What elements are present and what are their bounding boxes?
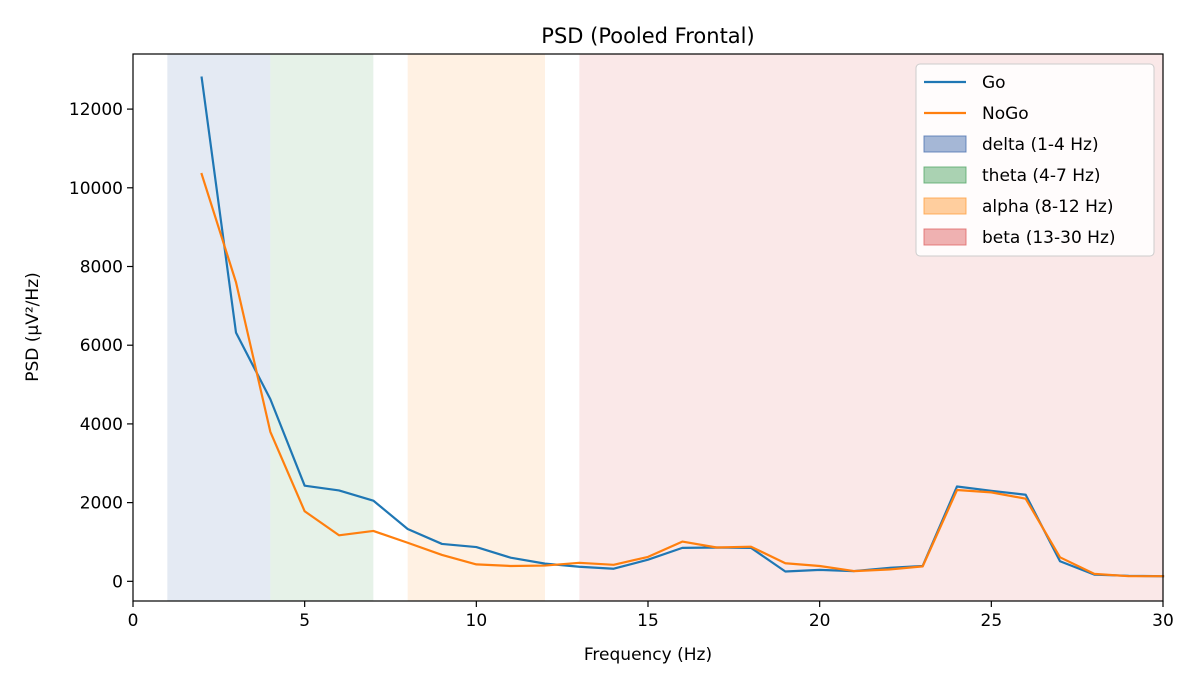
- x-axis-label: Frequency (Hz): [584, 645, 712, 665]
- legend-swatch-band-1: [923, 166, 967, 184]
- x-tick-label-1: 5: [299, 611, 310, 631]
- legend-label-band-2: alpha (8-12 Hz): [982, 197, 1113, 217]
- legend-box: [915, 63, 1155, 257]
- band-1: [270, 54, 374, 601]
- legend-swatch-band-0: [923, 135, 967, 153]
- y-tick-label-6: 12000: [69, 100, 123, 120]
- x-tick-label-4: 20: [809, 611, 831, 631]
- y-tick-label-3: 6000: [80, 336, 123, 356]
- x-tick-label-0: 0: [128, 611, 139, 631]
- ticks-layer: 0 5 10 15 20 25 30 0 2000 4000 6000 8000 10000 12000: [69, 100, 1174, 631]
- legend-label-band-1: theta (4-7 Hz): [982, 166, 1101, 186]
- x-tick-label-6: 30: [1152, 611, 1174, 631]
- band-2: [407, 54, 545, 601]
- y-tick-label-5: 10000: [69, 179, 123, 199]
- legend-swatch-band-2: [923, 197, 967, 215]
- series-line-go: [200, 76, 1165, 578]
- series-line-nogo: [200, 172, 1165, 578]
- chart-title: PSD (Pooled Frontal): [541, 24, 754, 48]
- legend-label-band-3: beta (13-30 Hz): [982, 228, 1116, 248]
- y-tick-label-0: 0: [112, 572, 123, 592]
- y-tick-label-4: 8000: [80, 258, 123, 278]
- y-tick-label-2: 4000: [80, 415, 123, 435]
- series-lines-layer: [200, 76, 1165, 578]
- y-axis-label: PSD (µV²/Hz): [23, 272, 43, 382]
- legend-label-nogo: NoGo: [982, 104, 1029, 124]
- legend-swatch-band-3: [923, 228, 967, 246]
- legend: Go NoGo delta (1-4 Hz) theta (4-7 Hz) alpha …: [915, 63, 1155, 257]
- y-tick-label-1: 2000: [80, 494, 123, 514]
- legend-label-band-0: delta (1-4 Hz): [982, 135, 1099, 155]
- x-tick-label-5: 25: [981, 611, 1003, 631]
- legend-label-go: Go: [982, 73, 1006, 93]
- x-tick-label-3: 15: [637, 611, 659, 631]
- x-tick-label-2: 10: [466, 611, 488, 631]
- band-0: [167, 54, 271, 601]
